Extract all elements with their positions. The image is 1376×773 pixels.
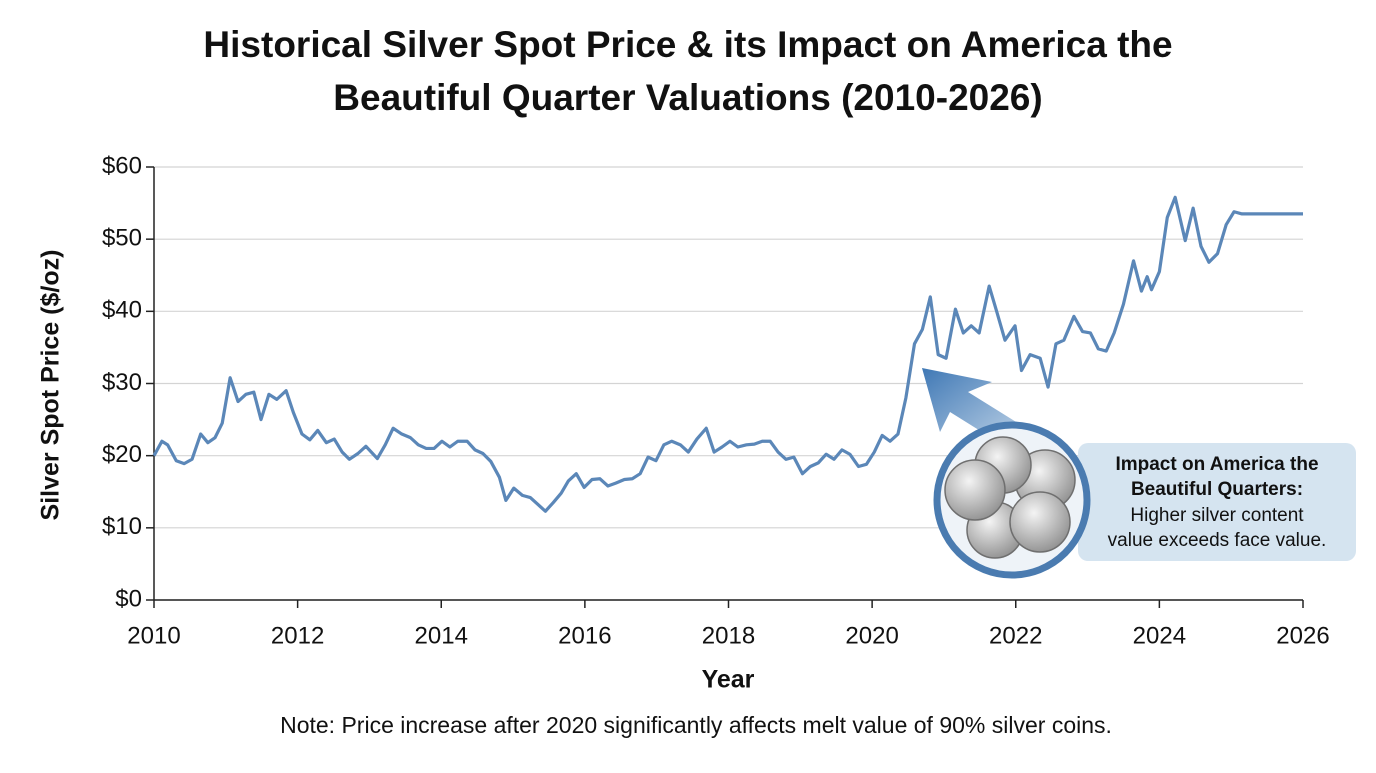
- callout-box: [1078, 443, 1356, 561]
- chart-title: Historical Silver Spot Price & its Impac…: [203, 24, 1172, 65]
- x-tick-label: 2024: [1133, 622, 1186, 649]
- y-axis-label: Silver Spot Price ($/oz): [37, 250, 65, 521]
- x-tick-label: 2010: [127, 622, 180, 649]
- coin: [1009, 491, 1071, 553]
- plot: [152, 195, 1303, 513]
- note: Note: Price increase after 2020 signific…: [280, 712, 1112, 738]
- chart-title: Beautiful Quarter Valuations (2010-2026): [333, 77, 1042, 118]
- y-tick-label: $30: [102, 369, 142, 396]
- y-tick-label: $0: [115, 585, 142, 612]
- y-tick-label: $60: [102, 152, 142, 179]
- coin: [944, 459, 1006, 521]
- y-tick-label: $10: [102, 513, 142, 540]
- callout: Impact on America the Beautiful Quarters:…: [922, 368, 1356, 579]
- y-tick-label: $20: [102, 441, 142, 468]
- callout-title: Impact on America the: [1115, 454, 1318, 475]
- callout-text: Higher silver content: [1130, 505, 1304, 526]
- x-tick-label: 2012: [271, 622, 324, 649]
- price-line: [152, 195, 1303, 513]
- y-tick-label: $40: [102, 297, 142, 324]
- callout-text: value exceeds face value.: [1108, 530, 1327, 551]
- x-tick-label: 2020: [845, 622, 898, 649]
- y-tick-label: $50: [102, 225, 142, 252]
- coins: [944, 436, 1076, 559]
- x-tick-label: 2014: [415, 622, 468, 649]
- x-tick-label: 2016: [558, 622, 611, 649]
- grid: $0 $10 $20 $30 $40 $50 $60 2010 2012 2014 2016 2018…: [102, 152, 1330, 649]
- callout-title: Beautiful Quarters:: [1131, 479, 1303, 500]
- x-tick-label: 2026: [1276, 622, 1329, 649]
- titles: Historical Silver Spot Price & its Impac…: [37, 24, 1173, 738]
- x-tick-label: 2018: [702, 622, 755, 649]
- x-tick-label: 2022: [989, 622, 1042, 649]
- x-axis-label: Year: [702, 666, 755, 694]
